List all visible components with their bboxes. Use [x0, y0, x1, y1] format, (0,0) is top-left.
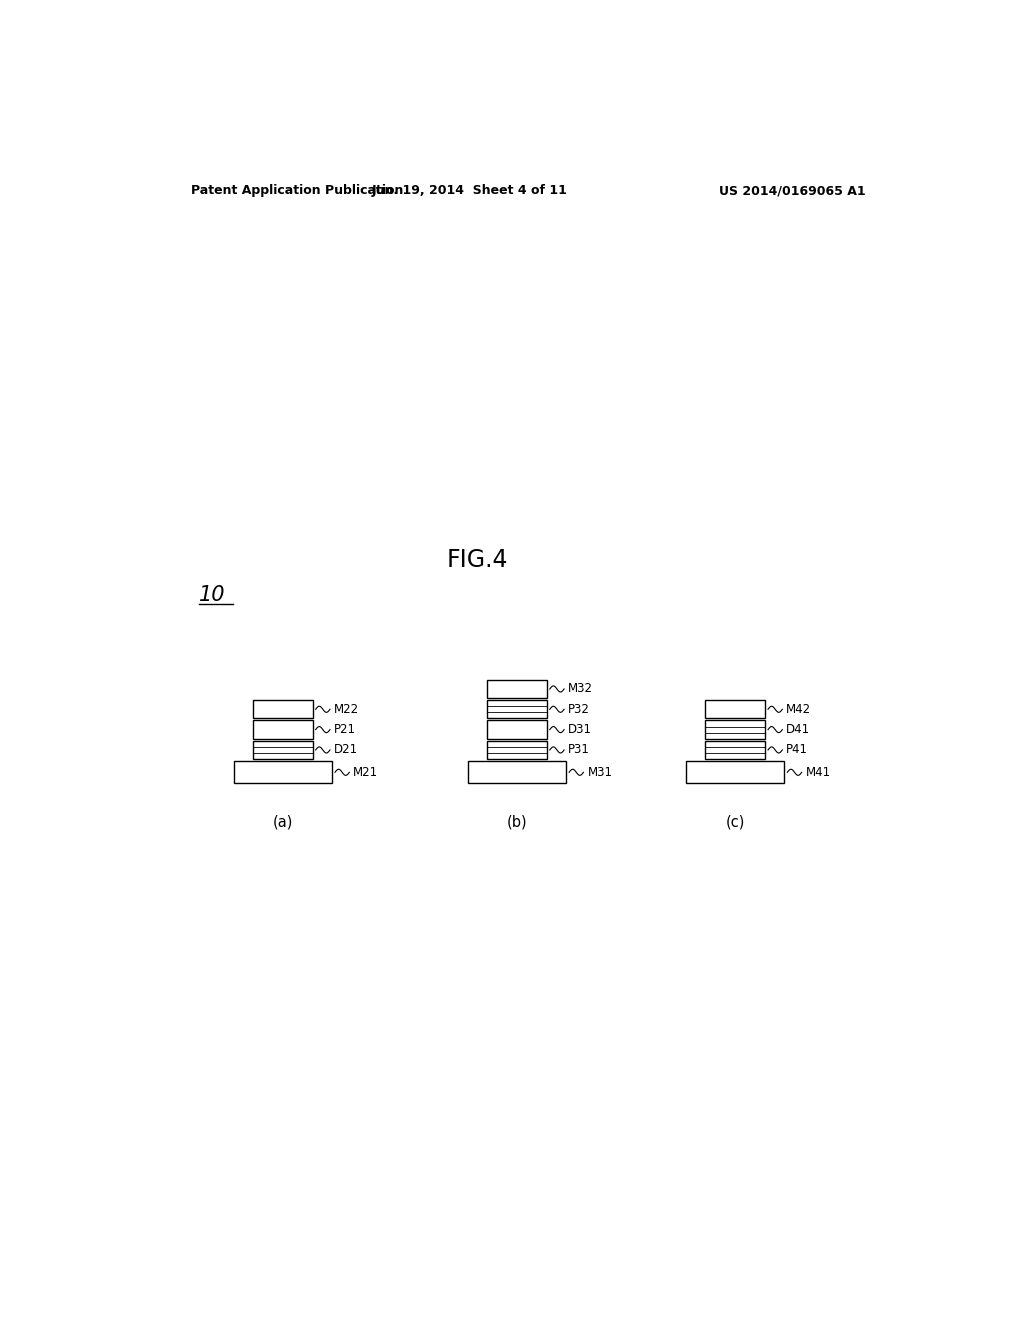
Text: (a): (a)	[272, 814, 293, 829]
Bar	[253, 721, 312, 739]
Text: Patent Application Publication: Patent Application Publication	[191, 185, 403, 198]
Text: P32: P32	[568, 702, 590, 715]
Text: P21: P21	[334, 723, 356, 737]
Text: P31: P31	[568, 743, 590, 756]
Bar	[233, 762, 332, 784]
Text: M32: M32	[568, 682, 593, 696]
Text: 10: 10	[200, 586, 226, 606]
Text: D41: D41	[786, 723, 810, 737]
Bar	[706, 741, 765, 759]
Text: US 2014/0169065 A1: US 2014/0169065 A1	[720, 185, 866, 198]
Text: Jun. 19, 2014  Sheet 4 of 11: Jun. 19, 2014 Sheet 4 of 11	[372, 185, 567, 198]
Bar	[686, 762, 784, 784]
Text: (c): (c)	[725, 814, 744, 829]
Bar	[253, 700, 312, 718]
Bar	[487, 741, 547, 759]
Bar	[487, 680, 547, 698]
Text: M31: M31	[588, 766, 612, 779]
Bar	[706, 700, 765, 718]
Text: M22: M22	[334, 702, 359, 715]
Bar	[706, 721, 765, 739]
Text: M21: M21	[353, 766, 379, 779]
Text: M42: M42	[786, 702, 811, 715]
Text: P41: P41	[786, 743, 808, 756]
Text: D21: D21	[334, 743, 358, 756]
Bar	[487, 721, 547, 739]
Text: M41: M41	[806, 766, 830, 779]
Text: FIG.4: FIG.4	[446, 548, 508, 572]
Text: (b): (b)	[507, 814, 527, 829]
Bar	[468, 762, 566, 784]
Bar	[487, 700, 547, 718]
Text: D31: D31	[568, 723, 592, 737]
Bar	[253, 741, 312, 759]
